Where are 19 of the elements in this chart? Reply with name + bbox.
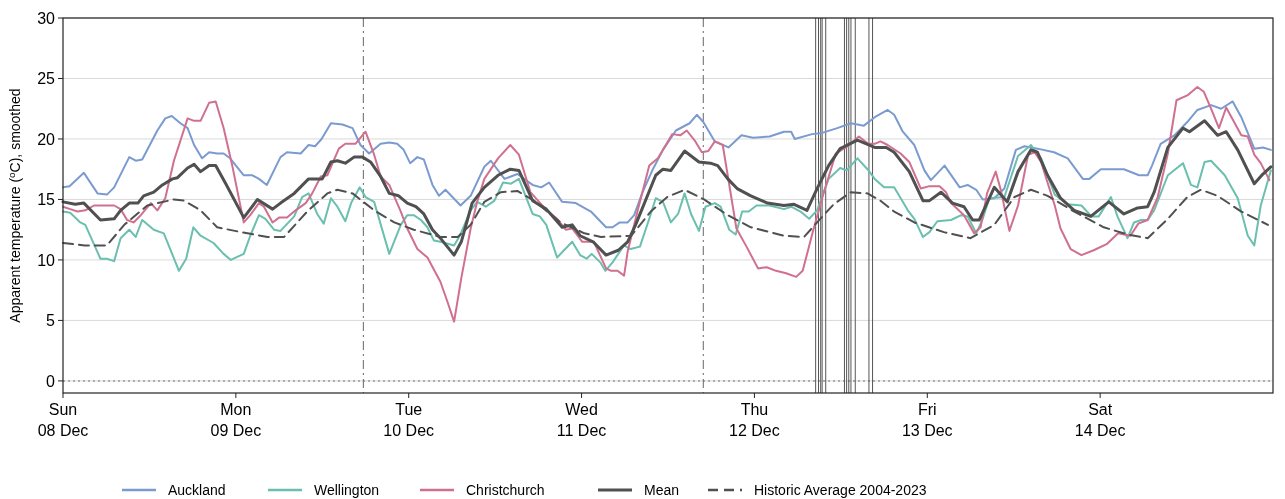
x-tick-label: Wed 11 Dec <box>556 401 607 439</box>
x-tick-label: Thu 12 Dec <box>729 401 780 439</box>
y-tick-label: 20 <box>37 130 56 148</box>
y-tick-label: 15 <box>37 191 56 209</box>
y-tick-label: 0 <box>46 372 56 390</box>
legend-label: Historic Average 2004-2023 <box>754 481 927 498</box>
y-tick-label: 30 <box>37 9 56 27</box>
legend-label: Wellington <box>314 481 380 498</box>
y-tick-label: 10 <box>37 251 56 269</box>
legend-label: Christchurch <box>466 481 545 498</box>
x-tick-label: Sat 14 Dec <box>1074 401 1126 439</box>
x-tick-label: Sun 08 Dec <box>37 401 89 439</box>
legend-label: Auckland <box>168 481 226 498</box>
x-tick-label: Tue 10 Dec <box>383 401 435 439</box>
legend-label: Mean <box>644 481 680 498</box>
x-tick-label: Fri 13 Dec <box>901 401 953 439</box>
y-tick-label: 5 <box>46 312 56 330</box>
y-tick-label: 25 <box>37 70 56 88</box>
x-tick-label: Mon 09 Dec <box>210 401 262 439</box>
